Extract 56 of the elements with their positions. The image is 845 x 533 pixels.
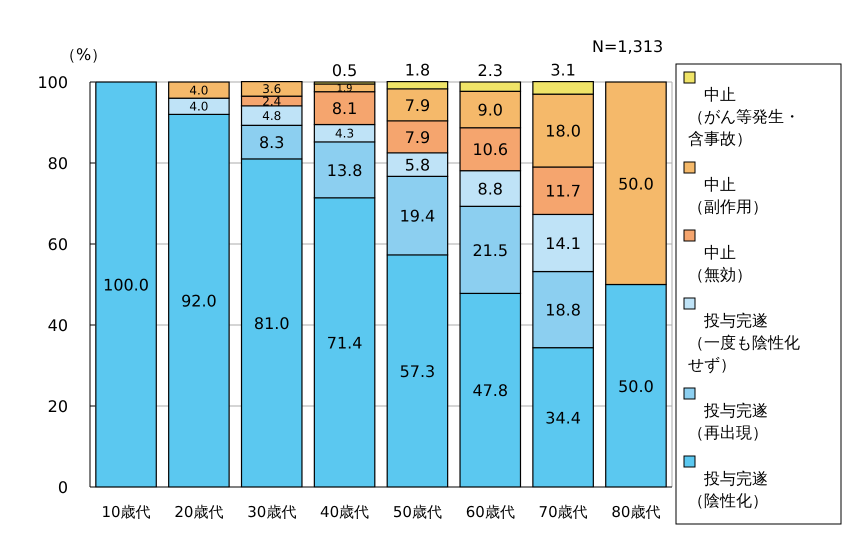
data-label: 10.6 xyxy=(472,140,508,160)
y-tick-label: 60 xyxy=(48,235,68,254)
data-label: 4.8 xyxy=(262,108,282,123)
y-tick-label: 20 xyxy=(48,397,68,416)
data-label: 13.8 xyxy=(326,160,362,180)
data-label: 2.3 xyxy=(478,61,503,80)
x-tick-label: 70歳代 xyxy=(538,503,588,521)
y-tick-label: 40 xyxy=(48,316,68,335)
x-tick-label: 10歳代 xyxy=(102,503,151,521)
legend-label: 投与完遂（一度も陰性化せず） xyxy=(688,311,800,374)
x-tick-label: 60歳代 xyxy=(466,503,515,521)
data-label: 14.1 xyxy=(545,234,581,253)
data-label: 0.5 xyxy=(332,61,358,80)
data-label: 9.0 xyxy=(478,100,503,120)
data-label: 92.0 xyxy=(181,292,217,311)
x-tick-label: 50歳代 xyxy=(392,503,442,521)
legend-label: 中止（無効） xyxy=(688,243,752,284)
data-label: 71.4 xyxy=(326,333,362,352)
y-tick-label: 100 xyxy=(37,73,68,92)
data-label: 18.8 xyxy=(545,300,581,320)
legend-label: 中止（副作用） xyxy=(688,175,768,216)
data-label: 11.7 xyxy=(545,182,581,201)
data-label: 7.9 xyxy=(404,128,430,147)
data-label: 19.4 xyxy=(400,206,436,226)
data-label: 4.0 xyxy=(189,83,208,98)
data-label: 4.0 xyxy=(189,100,208,114)
data-label: 81.0 xyxy=(254,314,290,333)
data-label: 1.8 xyxy=(404,60,430,80)
x-tick-label: 20歳代 xyxy=(174,503,224,521)
data-label: 3.1 xyxy=(550,60,576,80)
data-label: 18.0 xyxy=(545,122,581,141)
data-label: 7.9 xyxy=(404,96,430,115)
data-label: 57.3 xyxy=(400,362,436,381)
data-label: 3.6 xyxy=(262,82,282,96)
y-tick-label: 0 xyxy=(58,478,68,497)
legend-label: 中止（がん等発生・含事故） xyxy=(688,85,800,148)
data-label: 47.8 xyxy=(472,381,508,400)
x-tick-label: 80歳代 xyxy=(611,503,660,521)
text: N=1,313 xyxy=(592,37,664,56)
data-label: 8.8 xyxy=(478,180,503,199)
data-label: 2.4 xyxy=(262,94,282,108)
data-label: 50.0 xyxy=(618,174,654,194)
x-tick-label: 30歳代 xyxy=(247,503,296,521)
data-label: 8.1 xyxy=(332,99,358,118)
data-label: 8.3 xyxy=(259,133,284,152)
data-label: 50.0 xyxy=(618,376,654,396)
x-tick-label: 40歳代 xyxy=(320,503,370,521)
data-label: 21.5 xyxy=(472,240,508,260)
y-axis-title: （%） xyxy=(60,45,108,64)
data-label: 5.8 xyxy=(404,156,430,175)
data-label: 34.4 xyxy=(545,408,581,428)
legend-label: 投与完遂（再出現） xyxy=(688,401,768,442)
data-label: 4.3 xyxy=(335,126,354,141)
data-label: 100.0 xyxy=(103,276,149,294)
legend-label: 投与完遂（陰性化） xyxy=(688,469,768,510)
y-tick-label: 80 xyxy=(48,154,68,173)
